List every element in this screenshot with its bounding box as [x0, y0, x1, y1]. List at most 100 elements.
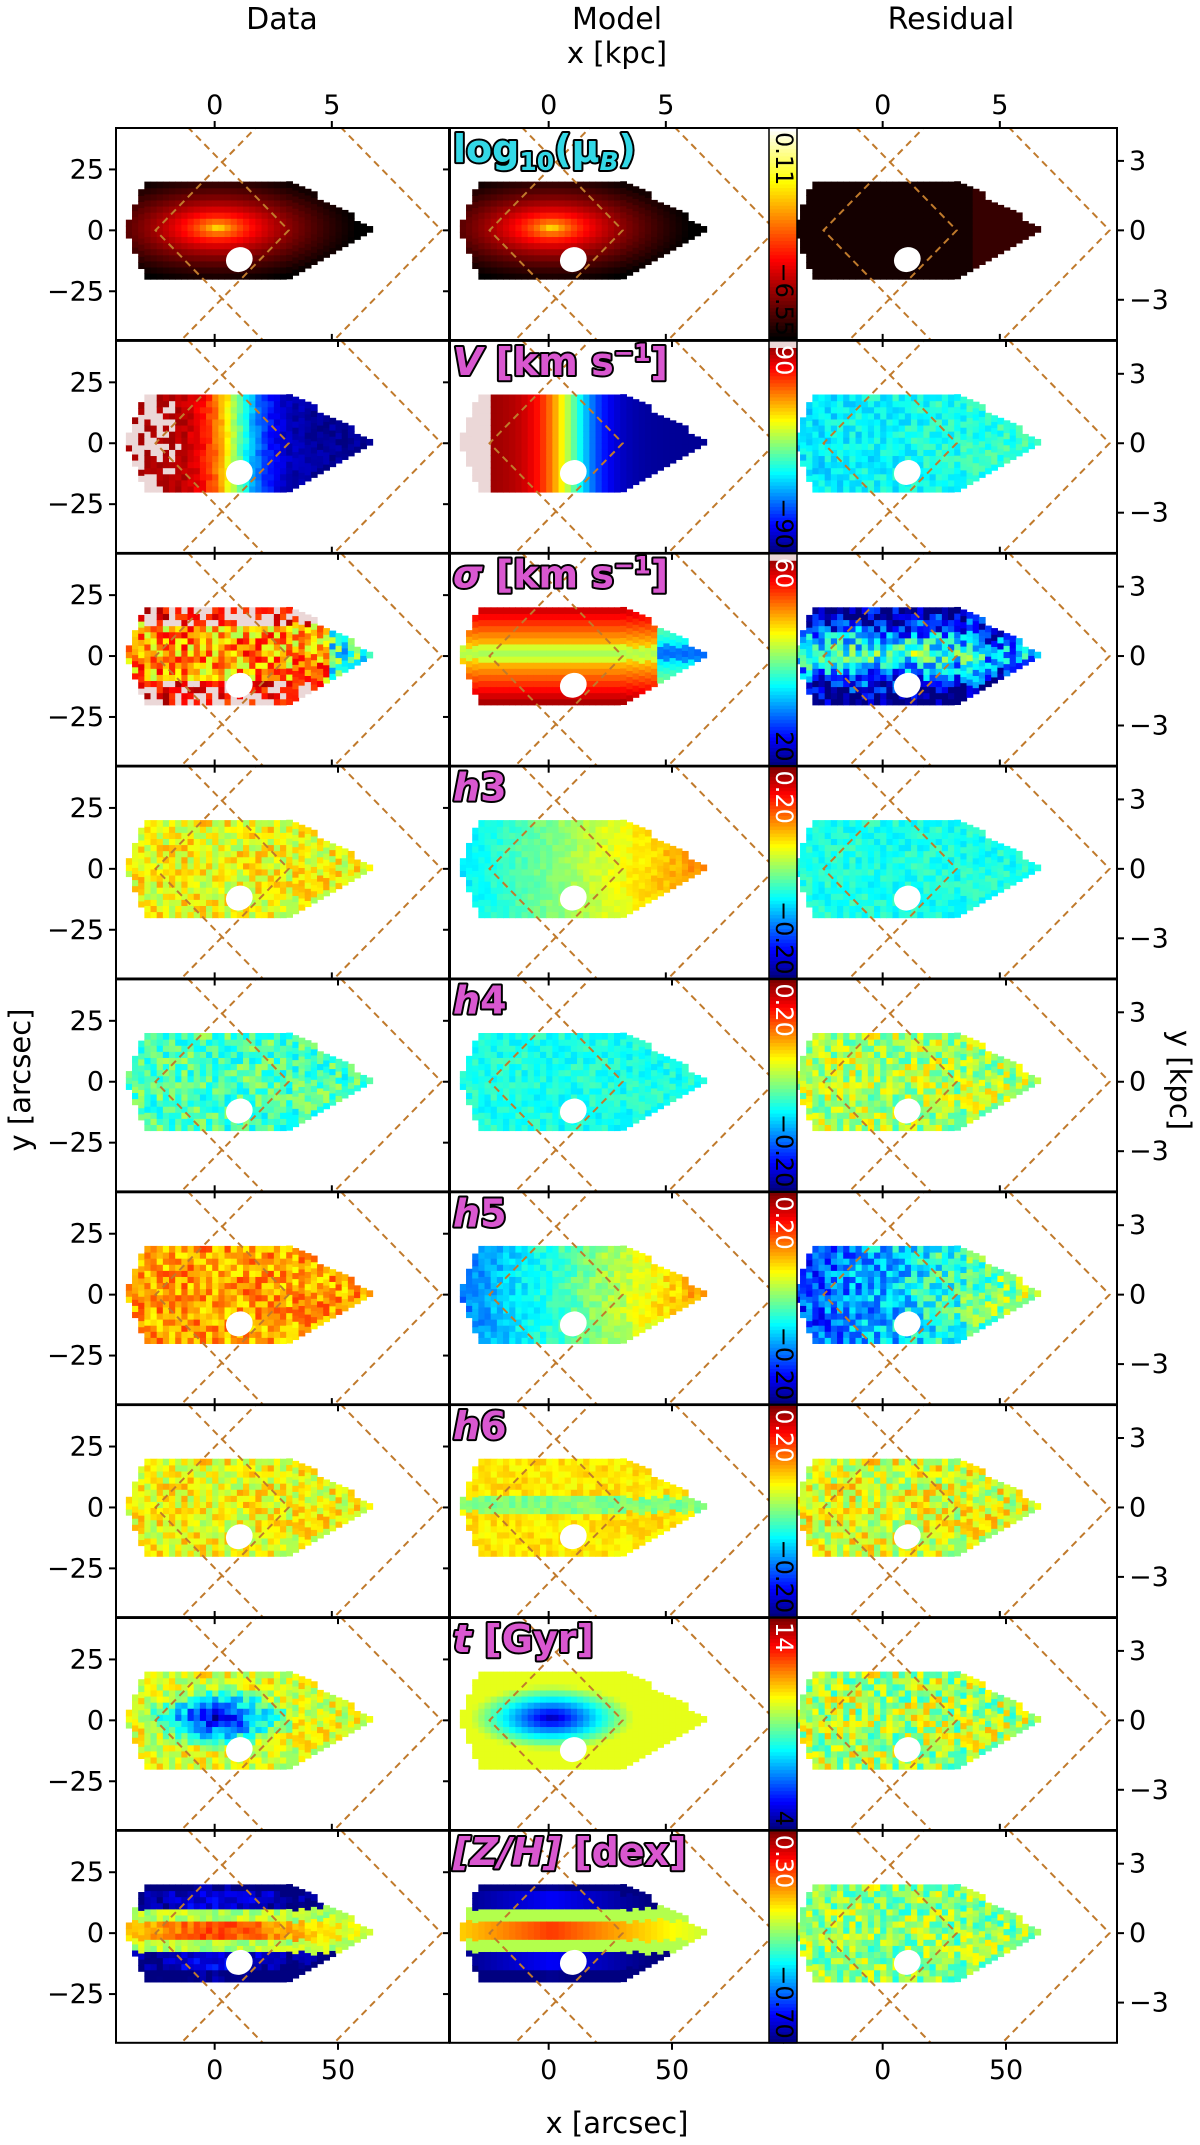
- panel-model-9: 0 50 [Z/H] [dex]: [443, 1823, 784, 2086]
- masked-region: [559, 885, 587, 911]
- colorbar-1: 0.11 −6.55: [768, 127, 798, 341]
- x-axis-label-bottom: x [arcsec]: [546, 2106, 689, 2140]
- footprint-outline-2: [822, 1830, 1111, 2043]
- footprint-outline-2: [154, 979, 443, 1192]
- panel-data-2: 25 0 −25: [47, 333, 450, 560]
- footprint-outline-1: [180, 979, 291, 1192]
- footprint-outline-2: [488, 1192, 777, 1405]
- y-tick-kpc-label: 3: [1129, 1210, 1146, 1241]
- y-tick-label: 0: [87, 854, 104, 885]
- y-tick-kpc-label: −3: [1129, 285, 1169, 316]
- footprint-outline-2: [488, 766, 777, 979]
- y-tick-label: 25: [70, 580, 104, 611]
- y-tick-kpc-label: −3: [1129, 710, 1169, 741]
- colorbar-max-label: 90: [770, 345, 798, 376]
- masked-region: [559, 1737, 587, 1763]
- colorbar-9: 0.30 −0.70: [768, 1830, 798, 2044]
- y-tick-kpc-label: −3: [1129, 923, 1169, 954]
- y-tick-kpc-label: 0: [1129, 428, 1146, 459]
- row-label-9: [Z/H] [dex]: [452, 1830, 686, 1874]
- footprint-outline-1: [848, 128, 959, 340]
- footprint-outline-2: [488, 340, 777, 553]
- x-tick-kpc-label: 0: [874, 90, 891, 121]
- footprint-outline-1: [514, 1618, 625, 1830]
- y-tick-label: 0: [87, 1067, 104, 1098]
- colorbar-max-label: 0.20: [770, 771, 798, 824]
- y-tick-kpc-label: −3: [1129, 1988, 1169, 2019]
- masked-region: [893, 247, 921, 273]
- row-label-6: h5: [453, 1191, 507, 1235]
- footprint-outline-2: [822, 1618, 1111, 1830]
- footprint-outline-2: [488, 553, 777, 766]
- footprint-outline-1: [180, 1192, 291, 1405]
- masked-region: [893, 460, 921, 485]
- masked-region: [225, 247, 253, 273]
- colorbar-max-label: 0.20: [770, 1409, 798, 1462]
- footprint-outline-1: [514, 1405, 625, 1618]
- y-tick-label: −25: [47, 489, 104, 520]
- panel-data-7: 25 0 −25: [47, 1398, 450, 1625]
- footprint-outline-2: [822, 979, 1111, 1192]
- footprint-outline-2: [822, 128, 1111, 340]
- footprint-outline-1: [848, 1405, 959, 1618]
- y-tick-kpc-label: 3: [1129, 1849, 1146, 1880]
- y-tick-kpc-label: −3: [1129, 1349, 1169, 1380]
- colorbar-8: 14 4: [768, 1617, 798, 1831]
- footprint-outline-2: [488, 128, 777, 340]
- masked-region: [559, 1524, 587, 1550]
- y-tick-label: −25: [47, 1128, 104, 1159]
- y-tick-kpc-label: 3: [1129, 572, 1146, 603]
- colorbar-3: 60 20: [768, 552, 798, 767]
- y-tick-label: −25: [47, 1766, 104, 1797]
- masked-region: [225, 460, 253, 485]
- footprint-outline-1: [848, 1618, 959, 1830]
- footprint-outline-2: [154, 1405, 443, 1618]
- colorbar-max-label: 0.20: [770, 983, 798, 1036]
- colorbar-min-label: 20: [770, 731, 798, 762]
- x-tick-kpc-label: 5: [323, 90, 340, 121]
- footprint-outline-2: [488, 979, 777, 1192]
- masked-region: [225, 1098, 253, 1124]
- footprint-outline-1: [180, 128, 291, 340]
- footprint-outline-1: [514, 766, 625, 979]
- panel-residual-6: 3 0 −3: [783, 1185, 1169, 1412]
- footprint-outline-1: [514, 979, 625, 1192]
- y-tick-label: −25: [47, 1553, 104, 1584]
- colorbar-2: 90 −90: [768, 340, 798, 554]
- footprint-outline-2: [154, 553, 443, 766]
- x-tick-label: 50: [321, 2055, 355, 2086]
- y-tick-kpc-label: 3: [1129, 146, 1146, 177]
- footprint-outline-1: [180, 1618, 291, 1830]
- footprint-outline-2: [488, 1618, 777, 1830]
- colorbar-6: 0.20 −0.20: [768, 1191, 798, 1406]
- panel-model-8: t [Gyr]: [443, 1611, 784, 1837]
- masked-region: [225, 1311, 253, 1337]
- masked-region: [559, 1949, 587, 1975]
- footprint-outline-1: [180, 340, 291, 553]
- y-tick-kpc-label: 3: [1129, 359, 1146, 390]
- footprint-outline-2: [154, 1192, 443, 1405]
- masked-region: [893, 1098, 921, 1124]
- colorbar-max-label: 0.20: [770, 1196, 798, 1249]
- footprint-outline-2: [822, 340, 1111, 553]
- colorbar-min-label: −0.70: [770, 1965, 798, 2039]
- masked-region: [893, 1524, 921, 1550]
- x-tick-label: 0: [206, 2055, 223, 2086]
- y-tick-kpc-label: 3: [1129, 997, 1146, 1028]
- y-tick-kpc-label: 0: [1129, 641, 1146, 672]
- footprint-outline-1: [180, 553, 291, 766]
- panel-data-6: 25 0 −25: [47, 1185, 450, 1412]
- footprint-outline-1: [848, 1830, 959, 2043]
- footprint-outline-2: [488, 1405, 777, 1618]
- masked-region: [559, 247, 587, 273]
- colorbar-min-label: −6.55: [770, 262, 798, 336]
- footprint-outline-2: [154, 766, 443, 979]
- panel-model-7: h6: [443, 1398, 784, 1625]
- masked-region: [559, 1311, 587, 1337]
- y-tick-label: 0: [87, 1492, 104, 1523]
- y-tick-kpc-label: 3: [1129, 1636, 1146, 1667]
- footprint-outline-1: [514, 128, 625, 340]
- row-label-4: h3: [453, 766, 507, 810]
- y-tick-kpc-label: −3: [1129, 1775, 1169, 1806]
- row-label-8: t [Gyr]: [453, 1617, 594, 1661]
